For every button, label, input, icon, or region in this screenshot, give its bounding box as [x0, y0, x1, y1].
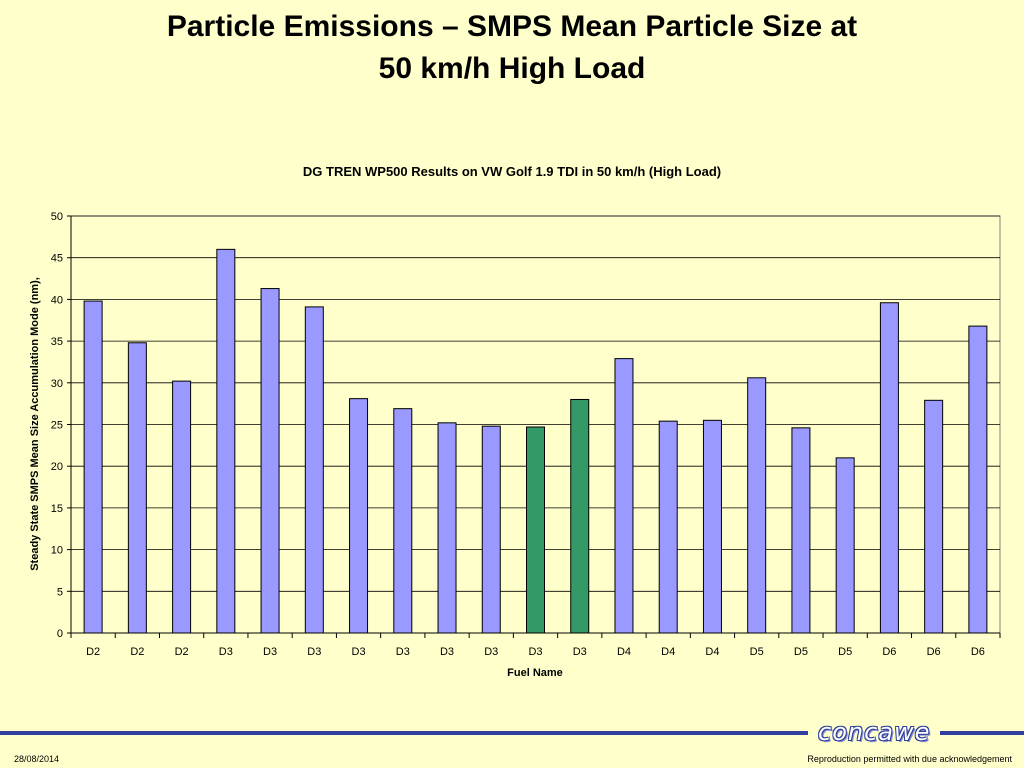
y-axis-label: Steady State SMPS Mean Size Accumulation… [29, 277, 41, 571]
y-tick-label: 0 [57, 628, 63, 640]
x-tick-label: D3 [219, 646, 233, 658]
bar [702, 419, 722, 634]
x-tick-label: D3 [263, 646, 277, 658]
x-tick-label: D6 [882, 646, 896, 658]
bar-chart: DG TREN WP500 Results on VW Golf 1.9 TDI… [29, 164, 1001, 679]
bar [879, 302, 899, 634]
x-tick-label: D3 [573, 646, 587, 658]
bar [835, 457, 855, 634]
bar [526, 426, 545, 634]
bar [304, 306, 324, 634]
bar [791, 427, 811, 634]
bar [260, 288, 280, 634]
slide-title-line-1: Particle Emissions – SMPS Mean Particle … [166, 10, 858, 43]
bar [437, 422, 457, 634]
x-tick-label: D5 [838, 646, 852, 658]
x-tick-label: D3 [307, 646, 321, 658]
y-tick-label: 35 [51, 336, 63, 348]
slide-title: Particle Emissions – SMPS Mean Particle … [0, 6, 1024, 90]
x-tick-label: D3 [440, 646, 454, 658]
y-tick-label: 15 [51, 503, 63, 515]
y-tick-label: 30 [51, 378, 63, 390]
x-tick-label: D6 [971, 646, 985, 658]
bar [614, 358, 634, 634]
y-tick-label: 45 [51, 253, 63, 265]
y-tick-label: 50 [51, 211, 63, 223]
y-tick-label: 10 [51, 545, 63, 557]
x-tick-label: D3 [528, 646, 542, 658]
x-tick-label: D3 [352, 646, 366, 658]
x-tick-label: D4 [705, 646, 719, 658]
x-tick-label: D4 [661, 646, 675, 658]
footer-date: 28/08/2014 [14, 754, 60, 764]
bar [393, 408, 413, 634]
x-axis-label: Fuel Name [507, 667, 563, 679]
footer-note: Reproduction permitted with due acknowle… [807, 754, 1012, 764]
bar [216, 248, 236, 634]
bar [658, 420, 678, 634]
x-tick-label: D2 [175, 646, 189, 658]
bar [968, 325, 988, 634]
footer-band [0, 731, 1024, 735]
bar [570, 398, 590, 634]
chart-title: DG TREN WP500 Results on VW Golf 1.9 TDI… [303, 164, 721, 179]
y-tick-label: 5 [57, 586, 63, 598]
x-tick-label: D2 [130, 646, 144, 658]
bar [83, 300, 103, 634]
x-tick-label: D4 [617, 646, 631, 658]
slide-title-line-2: 50 km/h High Load [378, 52, 646, 85]
x-tick-label: D3 [396, 646, 410, 658]
y-tick-label: 25 [51, 420, 63, 432]
y-tick-label: 20 [51, 461, 63, 473]
concawe-logo: concawe [808, 718, 941, 746]
bar [924, 399, 944, 634]
x-tick-label: D3 [484, 646, 498, 658]
bar [481, 425, 501, 634]
x-tick-label: D5 [750, 646, 764, 658]
bar [747, 377, 767, 634]
x-tick-label: D5 [794, 646, 808, 658]
y-tick-label: 40 [51, 294, 63, 306]
x-tick-label: D2 [86, 646, 100, 658]
bar [349, 398, 369, 634]
x-tick-label: D6 [927, 646, 941, 658]
bar [172, 380, 192, 634]
bar [127, 342, 147, 634]
